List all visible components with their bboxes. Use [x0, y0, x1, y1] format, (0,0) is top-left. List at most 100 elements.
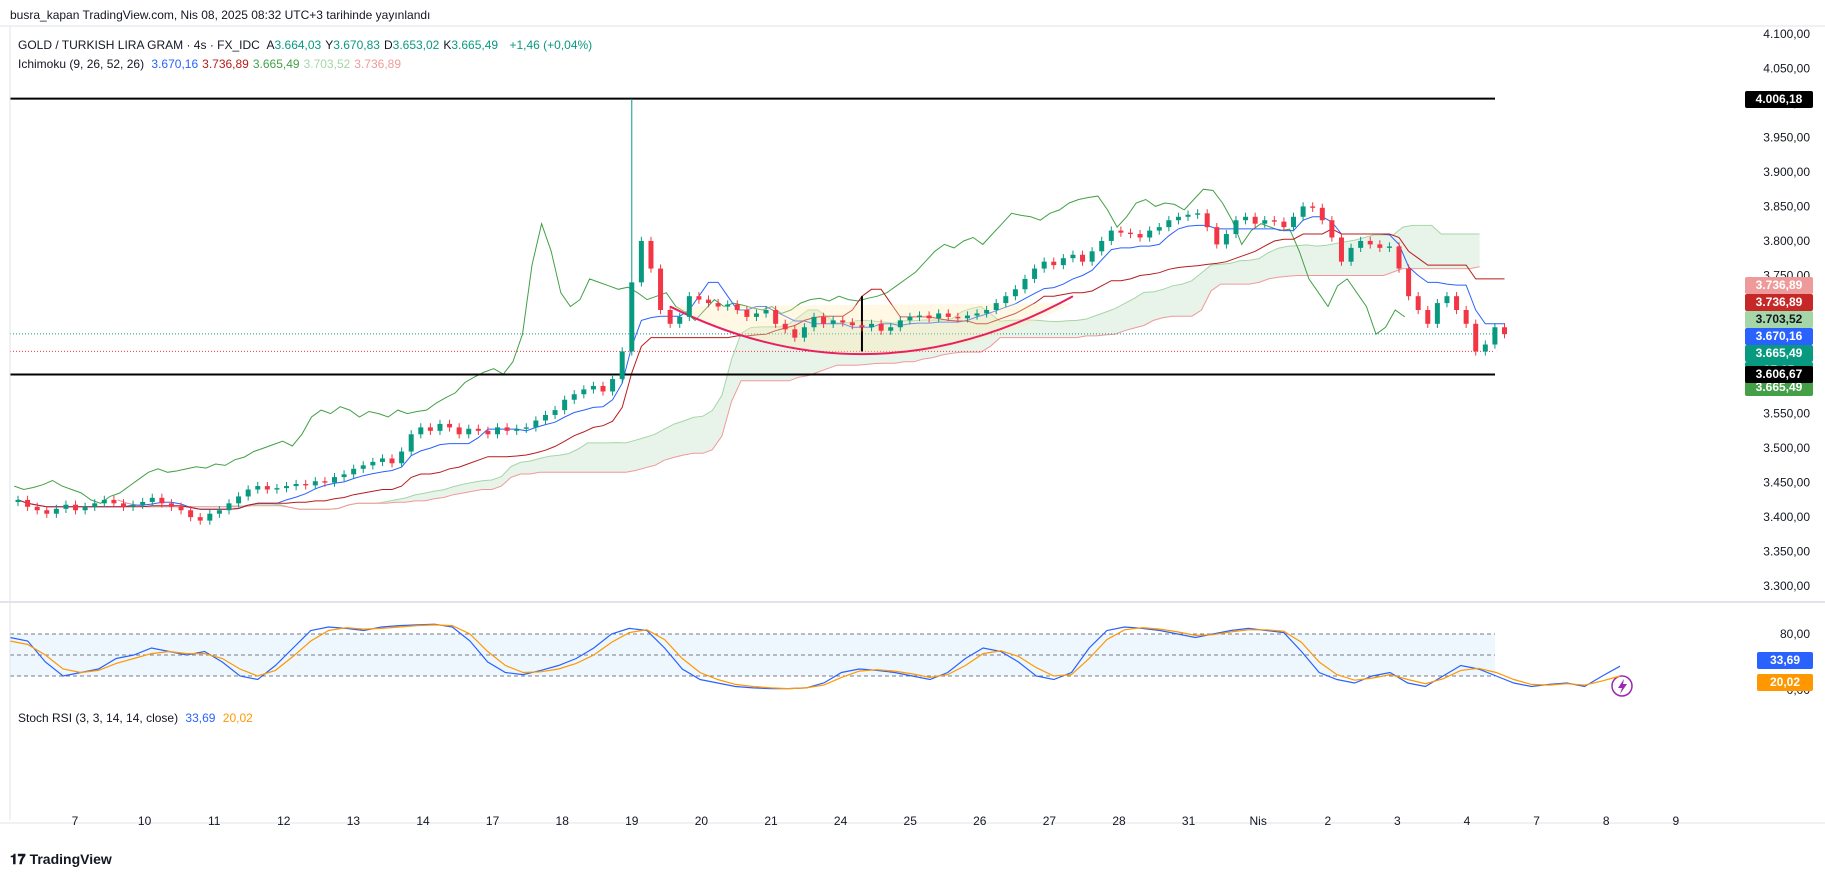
ichimoku-cloud-segment — [1470, 234, 1480, 269]
stoch-label: Stoch RSI (3, 3, 14, 14, close) — [18, 711, 179, 725]
candle — [849, 318, 855, 330]
candle — [1070, 250, 1076, 263]
symbol-legend: GOLD / TURKISH LIRA GRAM · 4s · FX_IDC A… — [18, 38, 596, 52]
candle — [370, 457, 376, 470]
candle — [936, 309, 942, 323]
ichimoku-cloud-segment — [491, 476, 502, 490]
y-tick-label: 4.050,00 — [1763, 61, 1810, 75]
candle — [303, 479, 309, 490]
ichimoku-cloud-segment — [1019, 320, 1029, 338]
ichimoku-cloud-segment — [760, 326, 770, 381]
candle — [120, 499, 126, 511]
ichimoku-cloud-segment — [597, 442, 607, 473]
candle — [1012, 285, 1018, 301]
ichimoku-cloud-segment — [587, 442, 598, 473]
ichimoku-cloud-segment — [472, 480, 483, 492]
tradingview-footer: 𝟏𝟕 TradingView — [10, 851, 112, 868]
candle — [945, 309, 951, 322]
candle — [1367, 236, 1373, 249]
candle — [590, 381, 596, 394]
ichimoku-cloud-segment — [1028, 320, 1039, 338]
y-tick-label: 3.550,00 — [1763, 407, 1810, 421]
ichimoku-cloud-segment — [1153, 289, 1164, 321]
ichimoku-cloud-segment — [1163, 285, 1173, 318]
candle — [437, 419, 443, 435]
ichimoku-cloud-segment — [520, 461, 531, 474]
candle — [984, 305, 990, 318]
ichimoku-cloud-segment — [395, 498, 406, 503]
ichimoku-cloud-segment — [779, 323, 790, 381]
brand-name: TradingView — [29, 851, 112, 867]
ichimoku-cloud-segment — [501, 466, 511, 487]
candle — [1434, 298, 1440, 328]
ichimoku-cloud-segment — [626, 440, 636, 473]
candle — [168, 499, 174, 511]
x-tick-label: Nis — [1250, 814, 1267, 828]
candle — [1108, 226, 1114, 246]
candle — [1338, 233, 1344, 266]
ichimoku-value-2: 3.665,49 — [252, 57, 300, 71]
x-tick-label: 27 — [1043, 814, 1057, 828]
candle — [706, 295, 712, 308]
ichimoku-cloud-segment — [1124, 298, 1135, 331]
candle — [821, 312, 827, 328]
ichimoku-value-4: 3.736,89 — [354, 57, 402, 71]
candle — [197, 513, 203, 525]
candle — [1425, 305, 1431, 328]
ichimoku-cloud-segment — [1383, 234, 1394, 276]
ichimoku-cloud-segment — [1441, 234, 1451, 269]
candle — [658, 264, 664, 315]
candle — [523, 423, 529, 433]
candle — [360, 461, 366, 473]
candle — [1166, 216, 1172, 232]
candle — [1281, 217, 1287, 232]
ichimoku-cloud-segment — [1326, 243, 1336, 276]
ichimoku-cloud-segment — [827, 316, 837, 369]
ichimoku-label: Ichimoku (9, 26, 52, 26) — [18, 57, 145, 71]
candle — [533, 416, 539, 432]
candle — [456, 423, 462, 439]
cup-pattern-curve[interactable] — [669, 295, 1074, 356]
lightning-icon[interactable] — [1611, 675, 1633, 697]
candle — [648, 236, 654, 273]
candle — [1252, 212, 1258, 228]
y-tick-label: 3.850,00 — [1763, 199, 1810, 213]
ichimoku-cloud-segment — [1306, 244, 1317, 276]
candle — [15, 495, 21, 507]
candle — [869, 319, 875, 332]
candle — [916, 311, 922, 322]
ichimoku-cloud-segment — [1048, 321, 1058, 338]
y-tick-label: 3.500,00 — [1763, 441, 1810, 455]
candle — [101, 495, 107, 508]
candle — [1454, 292, 1460, 315]
candle — [245, 485, 251, 501]
candle — [1415, 292, 1421, 315]
ichimoku-cloud-segment — [702, 410, 713, 454]
candle — [1262, 216, 1268, 228]
price-badge: 3.736,89 — [1745, 293, 1813, 311]
candle — [571, 390, 577, 404]
ichimoku-cloud-segment — [424, 491, 435, 501]
ichimoku-cloud-segment — [568, 449, 579, 473]
symbol-title: GOLD / TURKISH LIRA GRAM · 4s · FX_IDC — [18, 38, 260, 52]
candle — [504, 423, 510, 435]
y-tick-label: 3.450,00 — [1763, 476, 1810, 490]
candle — [1348, 243, 1354, 266]
x-tick-label: 7 — [1533, 814, 1540, 828]
candle — [207, 509, 213, 525]
candle — [53, 504, 59, 518]
x-tick-label: 14 — [416, 814, 430, 828]
x-tick-label: 7 — [72, 814, 79, 828]
candle — [993, 298, 999, 315]
ichimoku-value-0: 3.670,16 — [151, 57, 199, 71]
candle — [1185, 210, 1191, 221]
candle — [1444, 292, 1450, 308]
candle — [514, 424, 520, 435]
candle — [1319, 203, 1325, 225]
candle — [159, 493, 165, 508]
ichimoku-cloud-segment — [741, 327, 751, 381]
candle — [216, 506, 222, 518]
ichimoku-cloud-segment — [693, 416, 703, 454]
ichimoku-cloud-segment — [1201, 265, 1211, 310]
